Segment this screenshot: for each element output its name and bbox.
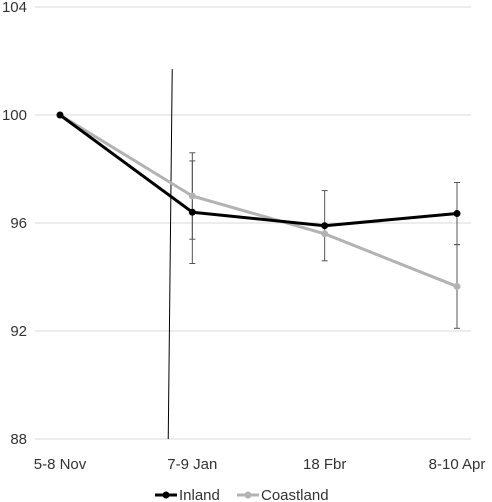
series-line-inland (59, 113, 458, 228)
y-tick-label: 104 (2, 0, 27, 16)
legend-label-coastland: Coastland (261, 487, 329, 502)
data-point-coastland (453, 282, 461, 290)
data-point-inland (56, 111, 64, 119)
annotation-line (167, 69, 173, 440)
y-tick-label: 100 (2, 107, 27, 124)
legend: Inland Coastland (155, 487, 329, 502)
y-axis-tick-labels: 88 92 96 100 104 (2, 0, 27, 448)
y-tick-label: 96 (10, 215, 27, 232)
x-tick-label: 8-10 Apr (429, 456, 486, 473)
annotation-layer (167, 69, 173, 440)
data-point-coastland (188, 192, 196, 200)
x-tick-label: 7-9 Jan (167, 456, 217, 473)
data-point-inland (453, 210, 461, 218)
legend-label-inland: Inland (179, 487, 220, 502)
gridlines (35, 6, 471, 440)
y-tick-label: 92 (10, 323, 27, 340)
data-point-inland (188, 208, 196, 216)
data-point-coastland (321, 230, 329, 238)
x-tick-label: 5-8 Nov (34, 456, 87, 473)
series-layer (56, 111, 461, 290)
legend-marker-coastland (244, 491, 252, 499)
x-tick-label: 18 Fbr (303, 456, 346, 473)
series-line-coastland (59, 113, 458, 288)
legend-marker-inland (162, 491, 170, 499)
x-axis-tick-labels: 5-8 Nov 7-9 Jan 18 Fbr 8-10 Apr (34, 456, 486, 473)
data-point-inland (321, 222, 329, 230)
y-tick-label: 88 (10, 431, 27, 448)
error-bars (189, 152, 460, 329)
